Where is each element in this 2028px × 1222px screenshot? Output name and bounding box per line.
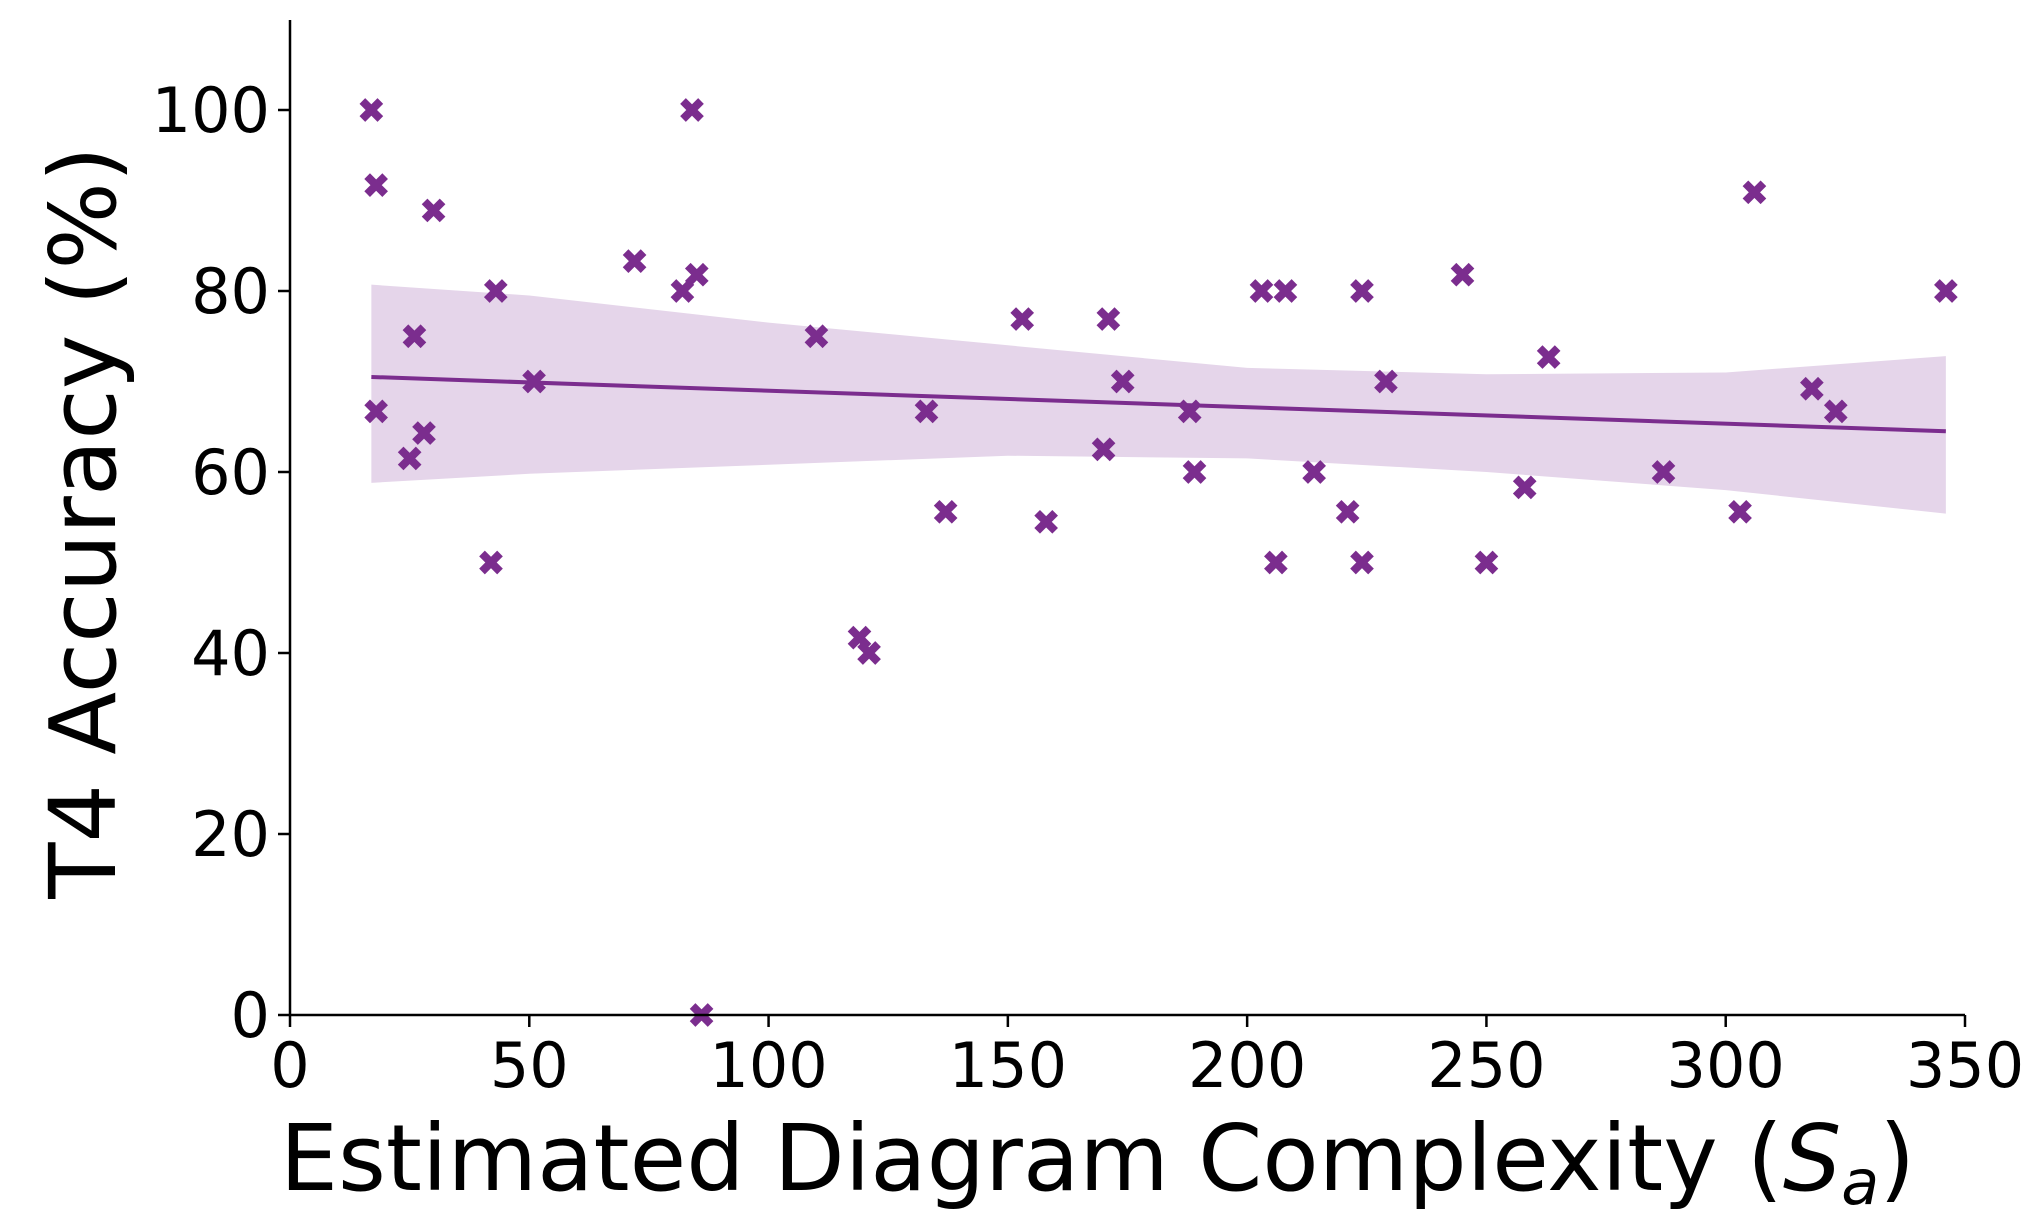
data-point bbox=[1249, 279, 1274, 303]
data-point bbox=[1177, 399, 1202, 424]
ticks-layer: 0 50 100 150 200 250 300 350 0 20 40 60 80 100 bbox=[152, 74, 2025, 1102]
data-point bbox=[1374, 369, 1398, 394]
data-point bbox=[1010, 307, 1035, 331]
data-point bbox=[670, 279, 695, 303]
data-point bbox=[364, 399, 388, 424]
y-tick-label: 80 bbox=[191, 255, 270, 328]
data-point bbox=[1350, 279, 1374, 303]
data-point bbox=[1302, 460, 1326, 484]
data-point bbox=[1273, 279, 1298, 303]
x-axis-title-text: Estimated Diagram Complexity ( bbox=[280, 1105, 1783, 1212]
data-point bbox=[364, 173, 388, 197]
x-tick-label: 300 bbox=[1667, 1029, 1785, 1102]
x-axis-title-symbol: S bbox=[1783, 1105, 1841, 1212]
regression-line-layer bbox=[371, 374, 1946, 434]
data-point bbox=[1742, 180, 1767, 205]
data-point bbox=[684, 262, 709, 287]
data-point bbox=[1110, 369, 1135, 394]
x-tick-label: 350 bbox=[1906, 1029, 2024, 1102]
x-tick-label: 100 bbox=[709, 1029, 827, 1102]
data-point bbox=[1823, 399, 1848, 424]
data-point bbox=[359, 98, 384, 122]
x-axis-title-subscript: a bbox=[1841, 1146, 1879, 1219]
y-axis-title: T4 Accuracy (%) bbox=[30, 146, 137, 899]
confidence-band-layer bbox=[371, 284, 1946, 514]
data-point bbox=[1096, 307, 1121, 331]
data-point bbox=[397, 446, 422, 471]
data-point bbox=[857, 641, 881, 665]
data-point bbox=[1934, 279, 1958, 303]
x-axis-title-close: ) bbox=[1879, 1105, 1915, 1212]
data-point bbox=[483, 279, 508, 303]
data-point bbox=[1450, 262, 1475, 287]
data-point bbox=[1800, 376, 1824, 401]
x-tick-label: 200 bbox=[1188, 1029, 1306, 1102]
data-point bbox=[412, 421, 436, 445]
data-point bbox=[1474, 550, 1499, 575]
x-axis-title: Estimated Diagram Complexity (Sa) bbox=[280, 1105, 1915, 1219]
data-point bbox=[1728, 499, 1752, 524]
data-point bbox=[522, 369, 546, 394]
data-point bbox=[1034, 509, 1058, 534]
data-point bbox=[1350, 550, 1374, 575]
x-tick-label: 0 bbox=[270, 1029, 309, 1102]
data-point bbox=[1264, 550, 1288, 575]
x-tick-label: 50 bbox=[490, 1029, 569, 1102]
data-point bbox=[622, 249, 647, 273]
data-point bbox=[804, 324, 829, 349]
data-point bbox=[479, 550, 503, 575]
data-point bbox=[1091, 437, 1116, 462]
data-point bbox=[933, 499, 958, 524]
data-point bbox=[1512, 475, 1537, 500]
regression-line bbox=[371, 374, 1946, 434]
data-point bbox=[421, 198, 446, 223]
data-point bbox=[402, 324, 427, 349]
data-point bbox=[914, 399, 939, 424]
y-tick-label: 0 bbox=[231, 979, 270, 1052]
data-point bbox=[1182, 460, 1207, 484]
y-tick-label: 20 bbox=[191, 798, 270, 871]
data-point bbox=[680, 98, 704, 122]
y-tick-label: 60 bbox=[191, 436, 270, 509]
axes-layer bbox=[288, 20, 1965, 1017]
data-point bbox=[1536, 345, 1561, 369]
data-point bbox=[1651, 460, 1676, 484]
data-point bbox=[847, 625, 872, 650]
data-points-layer bbox=[359, 98, 1958, 1027]
data-point bbox=[1335, 499, 1360, 524]
x-tick-label: 250 bbox=[1427, 1029, 1545, 1102]
y-tick-label: 40 bbox=[191, 617, 270, 690]
confidence-band bbox=[371, 284, 1946, 514]
y-tick-label: 100 bbox=[152, 74, 270, 147]
x-tick-label: 150 bbox=[949, 1029, 1067, 1102]
